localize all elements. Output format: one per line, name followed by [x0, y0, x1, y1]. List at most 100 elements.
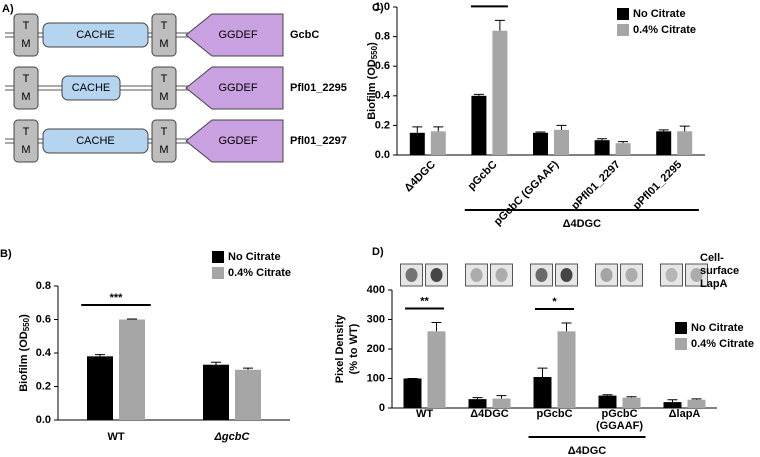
image-label: LapA	[700, 278, 728, 290]
bar	[492, 398, 511, 408]
bar	[598, 395, 617, 408]
tm-label: M	[159, 144, 168, 156]
legend-swatch	[675, 322, 687, 334]
legend-label: 0.4% Citrate	[633, 24, 696, 36]
ggdef-label: GGDEF	[218, 135, 257, 147]
x-tick-label: pGcbC (GGAAF)	[492, 158, 562, 228]
error-bar	[535, 131, 546, 133]
x-tick-label: ΔlapA	[668, 408, 701, 420]
blot-spot	[405, 268, 418, 282]
protein-name: Pfl01_2295	[290, 82, 347, 94]
error-bar	[473, 93, 484, 96]
bar	[468, 399, 487, 408]
legend-swatch	[675, 338, 687, 350]
bar	[554, 129, 569, 155]
error-bar	[127, 318, 137, 320]
y-tick-label: 0.0	[375, 149, 390, 161]
y-tick-label: 100	[367, 372, 385, 384]
legend-label: No Citrate	[691, 322, 744, 334]
error-bar	[597, 138, 608, 141]
bar	[533, 132, 548, 155]
blot-frame	[685, 263, 708, 287]
tm-label: T	[161, 20, 168, 32]
cache-domain	[61, 75, 121, 101]
x-tick-label: pPfl01_2295	[631, 159, 684, 212]
tm-label: M	[21, 144, 30, 156]
error-bar	[561, 322, 572, 332]
bar	[492, 30, 508, 155]
y-axis-label: Biofilm (OD550)	[18, 314, 31, 392]
error-bar	[211, 361, 221, 365]
blot-spot	[430, 268, 443, 282]
error-bar	[618, 141, 629, 144]
x-tick-label: ΔgcbC	[214, 431, 251, 443]
bar	[430, 131, 446, 155]
error-bar	[556, 124, 567, 130]
bar	[235, 369, 261, 420]
tm-label: T	[23, 126, 30, 138]
blot-frame	[660, 263, 683, 287]
image-label: surface	[700, 265, 739, 277]
bar	[687, 399, 706, 408]
y-tick-label: 200	[367, 343, 385, 355]
cache-label: CACHE	[76, 135, 115, 147]
error-bar	[433, 126, 444, 132]
x-tick-label-box: ΔlapA	[668, 408, 701, 420]
panel-letter: A)	[2, 3, 14, 15]
blot-frame	[490, 263, 513, 287]
tm-label: T	[161, 126, 168, 138]
bar	[557, 331, 576, 408]
error-bar	[667, 399, 678, 403]
y-tick-label: 0.0	[36, 414, 51, 426]
blot-frame	[465, 263, 488, 287]
blot-frame	[620, 263, 643, 287]
error-bar	[658, 129, 669, 132]
blot-spot	[690, 268, 703, 282]
blot-spot	[470, 268, 483, 282]
y-tick-label: 0.8	[375, 31, 390, 43]
cache-domain	[42, 128, 149, 154]
y-tick-label: 400	[367, 284, 385, 296]
y-tick-label: 300	[367, 313, 385, 325]
y-axis-label: Pixel Density	[334, 314, 346, 383]
error-bar	[412, 126, 423, 133]
blot-spot	[560, 268, 573, 282]
protein-name: Pfl01_2297	[290, 135, 347, 147]
tm-label: T	[23, 20, 30, 32]
cache-label: CACHE	[76, 29, 115, 41]
y-tick-label: 0	[379, 402, 385, 414]
cache-label: CACHE	[72, 82, 111, 94]
ggdef-domain	[185, 66, 284, 110]
x-tick-label: pGcbC (GGAAF)	[595, 408, 644, 432]
y-tick-label: 1.0	[375, 1, 390, 13]
tm-domain	[151, 119, 177, 163]
legend-swatch	[212, 251, 224, 263]
bar	[119, 319, 145, 420]
y-tick-label: 0.2	[375, 119, 390, 131]
bar	[87, 356, 113, 420]
error-bar	[243, 367, 253, 370]
image-label: Cell-	[700, 252, 724, 264]
y-label-end: )	[366, 42, 378, 46]
x-tick-label: pGcbC	[466, 159, 500, 193]
ggdef-domain	[185, 13, 284, 57]
tm-label: M	[21, 38, 30, 50]
error-bar	[95, 354, 105, 357]
error-bar	[626, 396, 637, 398]
y-tick-label: 0.8	[36, 280, 51, 292]
y-tick-label: 0.2	[36, 380, 51, 392]
blot-spot	[495, 268, 508, 282]
y-label-text: Biofilm (OD	[366, 59, 378, 120]
tm-label: M	[159, 38, 168, 50]
tm-domain	[13, 119, 39, 163]
y-tick-label: 0.4	[36, 347, 52, 359]
bar	[677, 131, 693, 155]
bar	[615, 143, 631, 155]
panel-letter: C)	[372, 2, 384, 14]
ggdef-domain	[185, 119, 284, 163]
tm-domain	[13, 13, 39, 57]
blot-spot	[600, 268, 613, 282]
blot-frame	[595, 263, 618, 287]
legend-swatch	[617, 8, 629, 20]
significance-label: ***	[110, 292, 124, 304]
